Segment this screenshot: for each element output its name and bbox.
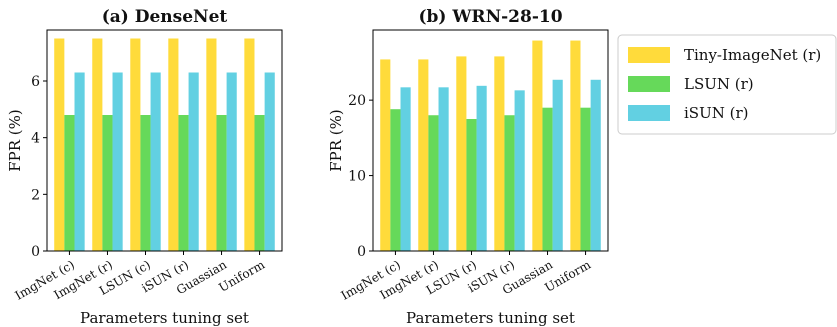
- bar: [206, 38, 217, 251]
- bar: [580, 107, 591, 251]
- bar: [390, 109, 401, 251]
- bar: [542, 107, 553, 251]
- bar: [226, 72, 237, 251]
- bar: [514, 90, 525, 251]
- bar: [244, 38, 255, 251]
- legend-swatch: [628, 76, 670, 92]
- y-tick-label: 0: [357, 244, 366, 260]
- plot-frame: [46, 29, 283, 252]
- y-tick-label: 10: [348, 169, 366, 185]
- bar: [418, 59, 429, 251]
- plot-frame: [372, 29, 609, 252]
- chart-title: (a) DenseNet: [102, 7, 228, 27]
- bar: [532, 40, 543, 252]
- y-axis-label: FPR (%): [6, 109, 24, 172]
- bar: [494, 56, 505, 252]
- bar: [254, 115, 265, 251]
- bar: [456, 56, 467, 252]
- y-tick-label: 2: [31, 187, 40, 203]
- bar: [438, 87, 449, 251]
- legend-box: [617, 34, 837, 135]
- bar: [92, 38, 103, 251]
- bar: [428, 115, 439, 251]
- bar: [264, 72, 275, 251]
- legend-swatch: [628, 105, 670, 121]
- bar: [466, 119, 477, 251]
- bar: [112, 72, 123, 251]
- bar: [188, 72, 199, 251]
- legend-swatch: [628, 47, 670, 63]
- bar: [74, 72, 85, 251]
- legend-label: iSUN (r): [684, 104, 748, 122]
- bar: [504, 115, 515, 251]
- bar: [54, 38, 65, 251]
- y-axis-label: FPR (%): [327, 109, 345, 172]
- bar: [64, 115, 75, 251]
- legend-label: LSUN (r): [684, 75, 754, 93]
- y-tick-label: 6: [31, 74, 40, 90]
- bar: [178, 115, 189, 251]
- y-tick-label: 20: [348, 93, 366, 109]
- bar: [216, 115, 227, 251]
- bar: [150, 72, 161, 251]
- legend-label: Tiny-ImageNet (r): [684, 46, 821, 64]
- bar: [476, 85, 487, 251]
- bar: [102, 115, 113, 251]
- x-axis-label: Parameters tuning set: [406, 309, 575, 327]
- bar: [140, 115, 151, 251]
- bar: [570, 40, 581, 252]
- chart-title: (b) WRN-28-10: [418, 7, 562, 27]
- x-axis-label: Parameters tuning set: [80, 309, 249, 327]
- bar: [552, 79, 563, 251]
- bar: [590, 79, 601, 251]
- bar: [130, 38, 141, 251]
- legend: Tiny-ImageNet (r) LSUN (r) iSUN (r): [617, 34, 837, 135]
- bar: [380, 59, 391, 251]
- bar: [168, 38, 179, 251]
- y-tick-label: 0: [31, 244, 40, 260]
- bar: [400, 87, 411, 251]
- y-tick-label: 4: [31, 131, 40, 147]
